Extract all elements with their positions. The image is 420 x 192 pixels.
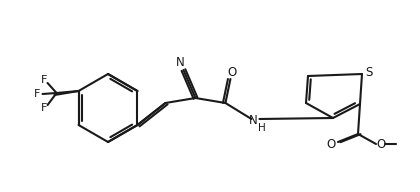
Text: F: F (41, 103, 48, 113)
Text: F: F (41, 75, 48, 85)
Text: O: O (376, 138, 386, 151)
Text: F: F (34, 89, 41, 99)
Text: O: O (326, 138, 336, 151)
Text: N: N (176, 56, 185, 70)
Text: N: N (249, 114, 258, 127)
Text: O: O (228, 65, 237, 79)
Text: H: H (257, 123, 265, 133)
Text: S: S (365, 66, 373, 79)
